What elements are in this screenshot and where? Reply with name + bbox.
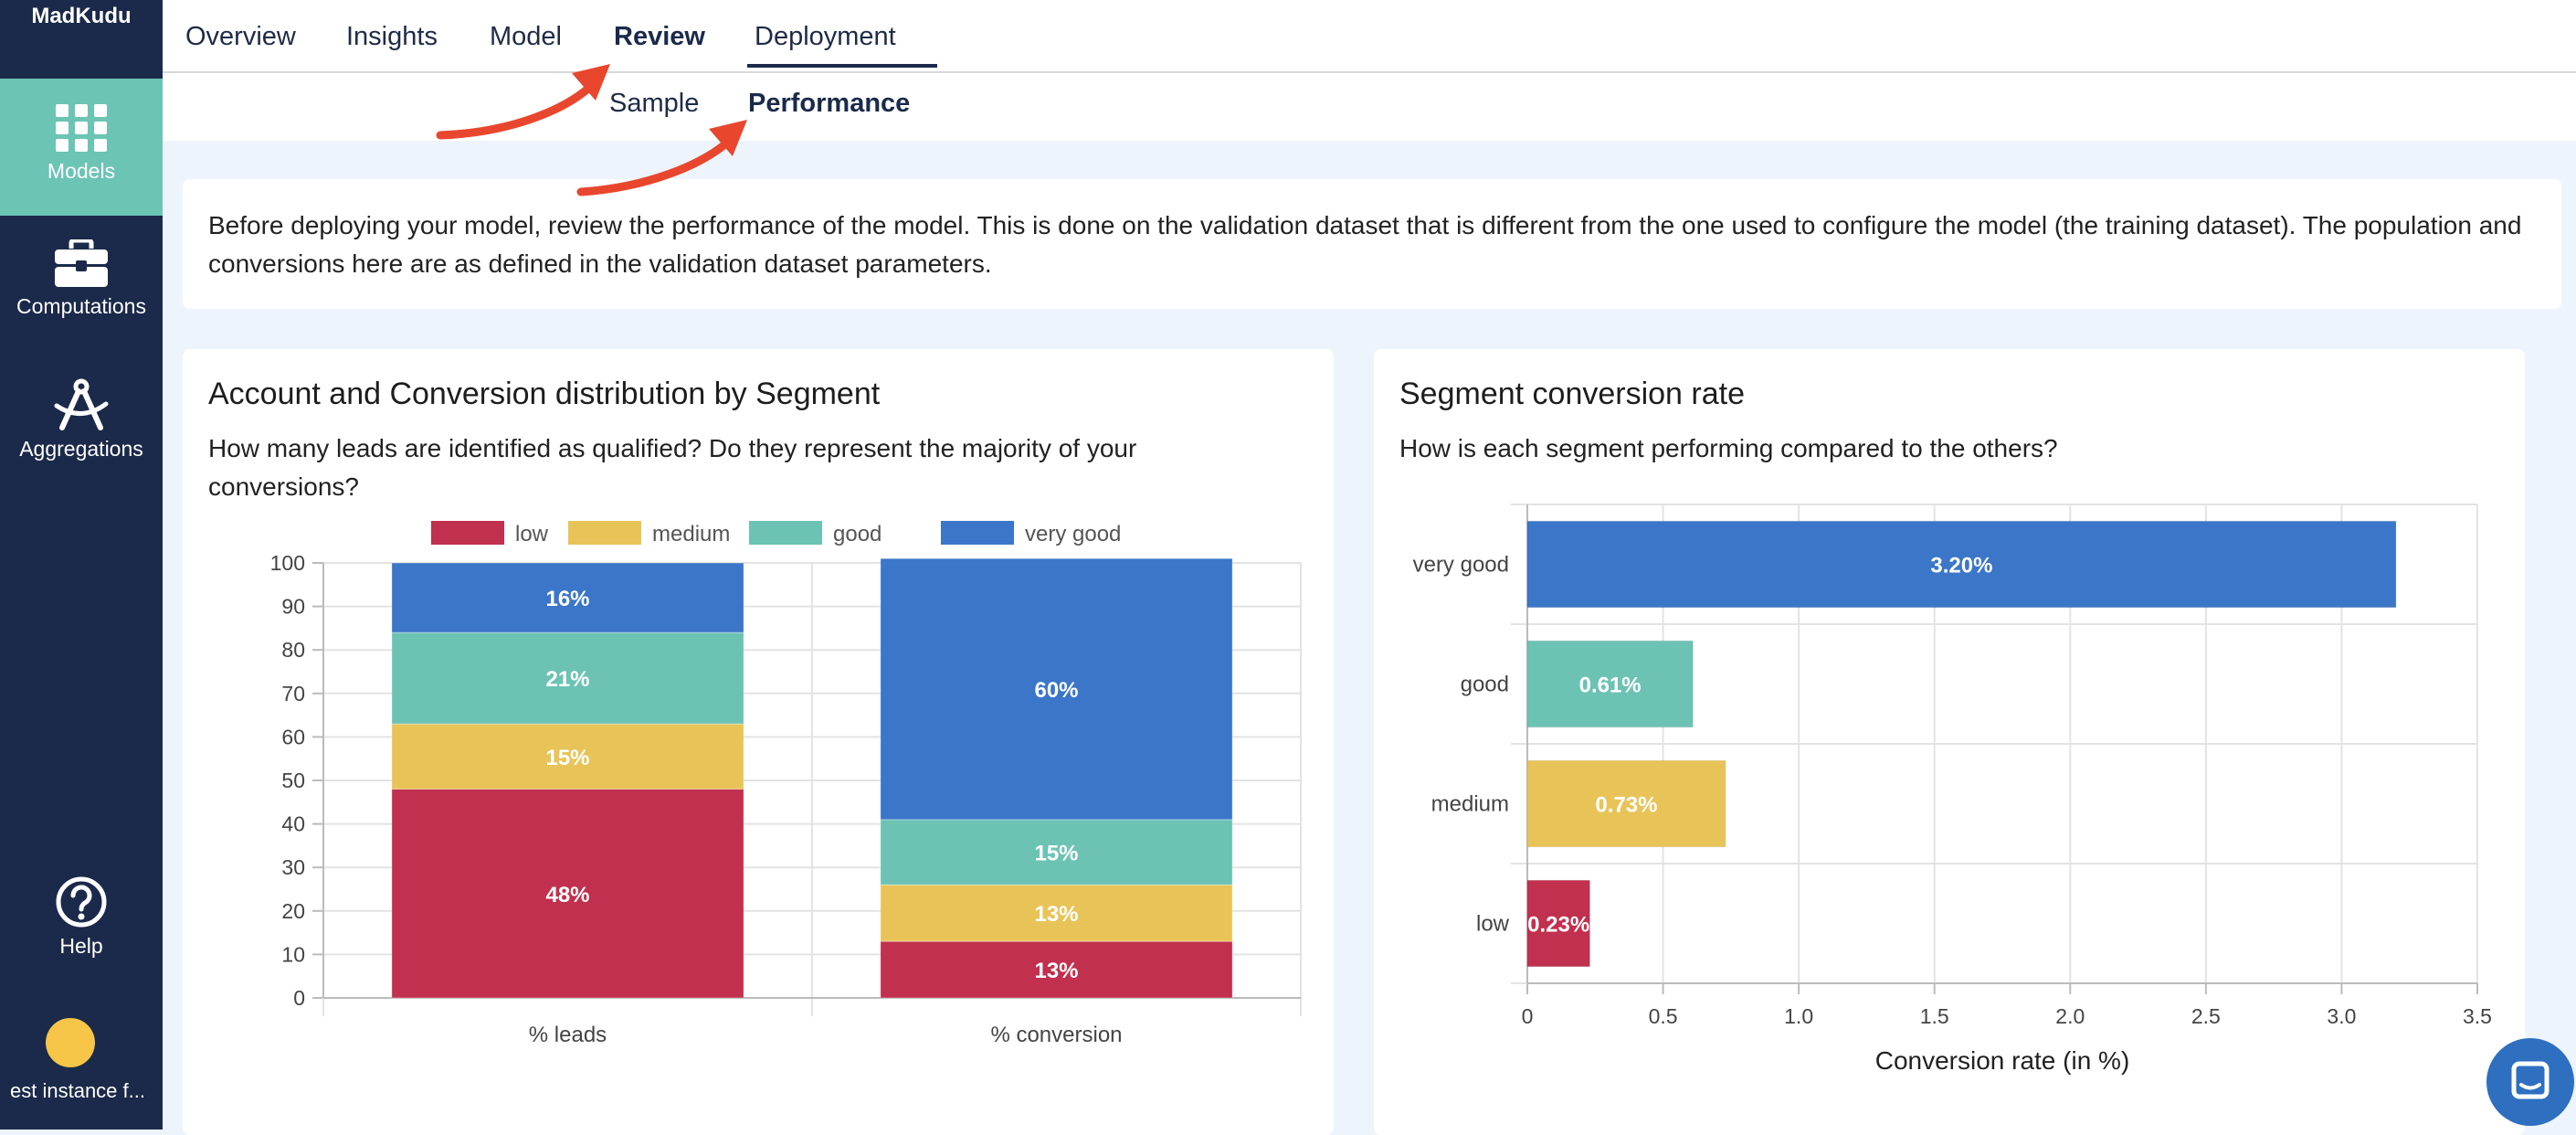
- legend-label-very-good: very good: [1025, 522, 1121, 546]
- compass-icon: [54, 378, 109, 430]
- sub-tab-bar: Sample Performance: [163, 73, 2576, 141]
- bar-good: [1526, 640, 1694, 728]
- sidebar-item-computations[interactable]: Computations: [0, 239, 163, 340]
- conversion-rate-chart-card: Segment conversion rate How is each segm…: [1374, 349, 2525, 1135]
- legend-swatch-medium: [568, 521, 641, 545]
- y-tick-label: 40: [281, 812, 305, 836]
- data-label: 0.61%: [1579, 674, 1642, 698]
- data-label: 60%: [1034, 678, 1078, 703]
- legend-label-medium: medium: [652, 522, 730, 546]
- sidebar-item-label: Help: [59, 934, 103, 958]
- sidebar: MadKudu Models Computations: [0, 0, 163, 1130]
- y-category-label: low: [1476, 912, 1510, 937]
- subtab-sample[interactable]: Sample: [609, 89, 700, 118]
- intro-card: Before deploying your model, review the …: [183, 179, 2561, 309]
- bar-very-good: [1526, 520, 2397, 609]
- instance-label[interactable]: est instance f...: [10, 1079, 145, 1102]
- y-tick-label: 10: [281, 942, 305, 966]
- legend-label-good: good: [833, 522, 882, 546]
- y-tick-label: 70: [281, 682, 305, 705]
- card-title: Account and Conversion distribution by S…: [208, 377, 881, 411]
- sidebar-item-models[interactable]: Models: [0, 79, 163, 216]
- y-tick-label: 20: [281, 899, 305, 923]
- active-subtab-indicator: [747, 64, 937, 68]
- data-label: 48%: [545, 883, 589, 907]
- x-category-label: % leads: [529, 1023, 607, 1047]
- chat-button[interactable]: [2486, 1038, 2574, 1126]
- help-icon: [56, 876, 107, 928]
- data-label: 21%: [545, 667, 589, 692]
- y-category-label: medium: [1431, 792, 1509, 817]
- legend-swatch-very-good: [941, 521, 1014, 545]
- grid-icon: [56, 104, 107, 152]
- legend-swatch-low: [431, 521, 504, 545]
- y-tick-label: 90: [281, 595, 305, 619]
- x-tick-label: 2.0: [2055, 1004, 2085, 1028]
- sidebar-item-label: Models: [47, 159, 116, 183]
- horizontal-bar-chart: 0 0.5 1.0 1.5 2.0 2.5 3.0 3.5 3.20% very good 0.61…: [1413, 504, 2492, 1075]
- x-tick-label: 3.5: [2463, 1004, 2492, 1028]
- bar-segment-very-good: [391, 562, 744, 633]
- tab-deployment[interactable]: Deployment: [755, 22, 896, 51]
- data-label: 13%: [1034, 959, 1078, 983]
- x-tick-label: 0.5: [1649, 1004, 1678, 1028]
- sidebar-item-label: Aggregations: [19, 437, 143, 461]
- data-label: 13%: [1034, 902, 1078, 927]
- data-label: 15%: [545, 746, 589, 770]
- brand-logo[interactable]: MadKudu: [31, 4, 132, 28]
- bar-medium: [1526, 759, 1726, 848]
- bar-segment-low: [880, 940, 1233, 999]
- distribution-chart-card: Account and Conversion distribution by S…: [183, 349, 1334, 1135]
- y-tick-label: 50: [281, 769, 305, 792]
- top-tab-bar: Overview Insights Model Review Deploymen…: [163, 0, 2576, 73]
- x-tick-label: 1.5: [1920, 1004, 1949, 1028]
- card-title: Segment conversion rate: [1399, 377, 1745, 411]
- y-category-label: good: [1461, 673, 1509, 697]
- data-label: 0.23%: [1527, 913, 1589, 938]
- tab-review[interactable]: Review: [614, 22, 705, 51]
- stacked-bar-chart: low medium good very good 0 10 20 30 40 50 60 70 80 9…: [270, 521, 1302, 1047]
- bar-low: [1526, 879, 1590, 968]
- intro-text: Before deploying your model, review the …: [208, 211, 2522, 278]
- y-tick-label: 100: [270, 551, 305, 575]
- x-category-label: % conversion: [990, 1023, 1122, 1047]
- y-tick-label: 0: [293, 986, 305, 1010]
- avatar[interactable]: [46, 1018, 95, 1067]
- card-subtitle: How is each segment performing compared …: [1399, 434, 2058, 462]
- y-tick-label: 60: [281, 725, 305, 748]
- chat-icon: [2511, 1061, 2550, 1099]
- y-tick-label: 80: [281, 638, 305, 662]
- data-label: 15%: [1034, 842, 1078, 866]
- tab-insights[interactable]: Insights: [346, 22, 438, 51]
- data-label: 0.73%: [1595, 793, 1657, 818]
- y-tick-label: 30: [281, 855, 305, 879]
- x-tick-label: 1.0: [1784, 1004, 1813, 1028]
- tab-model[interactable]: Model: [490, 22, 562, 51]
- y-category-label: very good: [1413, 553, 1509, 578]
- subtab-performance[interactable]: Performance: [748, 89, 911, 118]
- x-tick-label: 2.5: [2191, 1004, 2221, 1028]
- sidebar-item-aggregations[interactable]: Aggregations: [0, 378, 163, 479]
- x-tick-label: 0: [1522, 1004, 1534, 1028]
- bar-segment-low: [391, 789, 744, 999]
- card-subtitle: How many leads are identified as qualifi…: [208, 434, 1137, 501]
- tab-overview[interactable]: Overview: [185, 22, 296, 51]
- bar-segment-good: [391, 631, 744, 725]
- bar-segment-medium: [391, 723, 744, 790]
- legend-swatch-good: [749, 521, 822, 545]
- data-label: 16%: [545, 587, 589, 611]
- x-axis-title: Conversion rate (in %): [1875, 1046, 2130, 1075]
- bar-segment-medium: [880, 884, 1233, 942]
- sidebar-item-help[interactable]: Help: [0, 875, 163, 967]
- data-label: 3.20%: [1930, 554, 1992, 578]
- toolbox-icon: [55, 239, 108, 287]
- x-tick-label: 3.0: [2327, 1004, 2356, 1028]
- bar-segment-good: [880, 819, 1233, 886]
- sidebar-item-label: Computations: [16, 294, 146, 318]
- legend-label-low: low: [515, 522, 549, 546]
- bar-segment-very-good: [880, 557, 1233, 821]
